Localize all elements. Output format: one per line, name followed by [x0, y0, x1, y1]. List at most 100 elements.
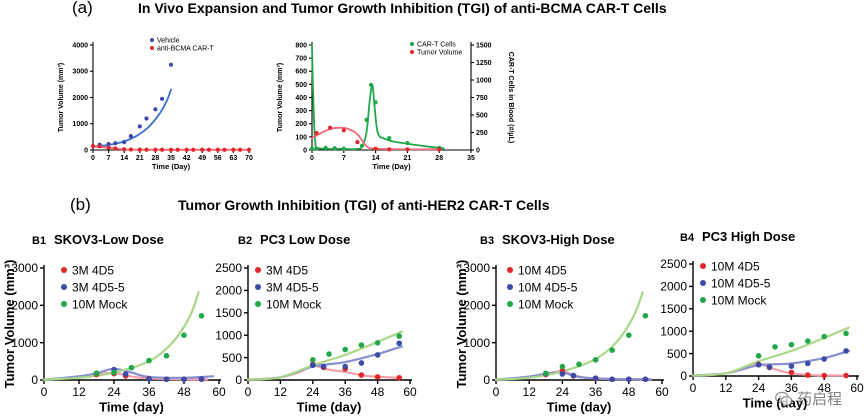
- data-point-red: [374, 374, 381, 380]
- data-point-blue: [766, 364, 773, 370]
- y-tick-label: 400: [295, 95, 307, 102]
- y-tick-label: 1000: [72, 121, 88, 128]
- x-tick-label: 48: [371, 385, 385, 399]
- chart-B3: 0 12 24 36 48 60 0 1000 2000 3000 Time (day) Tumor …: [454, 232, 669, 415]
- data-point-green: [576, 361, 582, 368]
- data-point-red: [175, 147, 180, 152]
- data-point-green: [309, 146, 315, 151]
- chart-a2: 0 7 14 21 28 35010020030040050060070080002505…: [277, 42, 514, 172]
- data-point-green: [358, 342, 365, 348]
- x-tick-label: 48: [177, 385, 191, 399]
- y-tick-label: 0: [680, 369, 687, 383]
- data-point-blue: [159, 96, 165, 101]
- x-tick-label: 24: [107, 385, 121, 399]
- y-tick-label: 0: [235, 373, 242, 387]
- x-tick-label: 12: [274, 385, 288, 399]
- panel-title: SKOV3-High Dose: [502, 232, 615, 247]
- y-tick-label: 1500: [660, 302, 687, 316]
- data-point-blue: [144, 116, 149, 121]
- y-right-tick-label: 1500: [476, 42, 492, 49]
- data-point-blue: [642, 376, 649, 383]
- x-tick-label: 12: [72, 385, 86, 399]
- data-point-red: [90, 143, 96, 149]
- y-tick-label: 1000: [660, 324, 687, 338]
- data-point-green: [93, 370, 100, 377]
- data-point-red: [144, 147, 149, 152]
- legend-label: 10M 4D5: [518, 264, 567, 278]
- y-tick-label: 4000: [72, 42, 88, 49]
- data-point-blue: [106, 141, 111, 147]
- x-tick-label: 35: [467, 155, 475, 162]
- data-point-blue: [843, 348, 849, 354]
- y-tick-label: 300: [295, 108, 307, 115]
- section-b-title: Tumor Growth Inhibition (TGI) of anti-HE…: [178, 197, 550, 213]
- data-point-blue: [122, 371, 129, 377]
- legend-label: 10M Mock: [266, 298, 322, 312]
- y-right-tick-label: 1250: [476, 60, 492, 67]
- legend-label: 3M 4D5: [72, 264, 114, 278]
- x-tick-label: 0: [41, 385, 48, 399]
- x-tick-label: 70: [245, 155, 253, 162]
- data-point-green: [543, 370, 549, 377]
- data-point-red: [153, 147, 158, 152]
- data-point-green: [373, 100, 378, 105]
- data-point-red: [355, 140, 360, 145]
- data-point-blue: [821, 356, 827, 362]
- legend-marker: [61, 267, 67, 273]
- y-tick-label: 2500: [215, 261, 242, 275]
- x-tick-label: 28: [435, 155, 443, 162]
- data-point-red: [237, 147, 243, 152]
- data-point-red: [137, 147, 142, 152]
- y-tick-label: 2000: [11, 299, 38, 313]
- data-point-red: [128, 147, 133, 152]
- data-point-blue: [163, 376, 170, 383]
- y-axis-label: Tumor Volume (mm³): [58, 63, 65, 132]
- legend-label: 10M Mock: [518, 298, 574, 312]
- y-axis-right-label: CAR-T Cells in Blood (#/μL): [507, 52, 514, 143]
- y-right-tick-label: 0: [476, 147, 480, 154]
- legend-marker: [410, 50, 414, 54]
- data-point-red: [328, 125, 333, 130]
- x-tick-label: 21: [404, 155, 412, 162]
- data-point-green: [163, 352, 170, 359]
- y-tick-label: 3000: [11, 261, 38, 275]
- panel-label: B3: [480, 235, 494, 247]
- y-right-tick-label: 250: [476, 130, 488, 137]
- data-point-red: [159, 147, 165, 152]
- series-curve-blue: [92, 88, 172, 148]
- data-point-blue: [805, 360, 811, 367]
- x-tick-label: 0: [310, 155, 314, 162]
- data-point-red: [405, 147, 410, 152]
- legend-marker: [61, 301, 67, 307]
- y-tick-label: 700: [295, 56, 307, 63]
- x-tick-label: 0: [493, 385, 500, 399]
- y-axis-label: Tumor Volume (mm³): [454, 260, 469, 389]
- y-axis-label: Tumor Volume (mm³): [2, 260, 17, 389]
- data-point-red: [387, 147, 392, 152]
- x-tick-label: 0: [690, 381, 697, 395]
- data-point-blue: [342, 363, 349, 370]
- x-tick-label: 12: [523, 385, 537, 399]
- data-point-red: [184, 147, 189, 152]
- data-point-blue: [396, 340, 403, 347]
- data-point-green: [314, 146, 319, 151]
- legend-marker: [255, 301, 261, 307]
- x-tick-label: 12: [719, 381, 733, 395]
- x-tick-label: 14: [120, 155, 128, 162]
- data-point-red: [341, 128, 346, 133]
- legend-marker: [507, 301, 513, 307]
- data-point-green: [326, 351, 332, 357]
- watermark-text: 药启程: [797, 390, 843, 408]
- x-tick-label: 60: [212, 385, 226, 399]
- panel-title: SKOV3-Low Dose: [54, 232, 164, 247]
- x-tick-label: 60: [655, 385, 669, 399]
- data-point-blue: [592, 375, 599, 381]
- x-tick-label: 56: [214, 155, 222, 162]
- data-point-green: [310, 357, 316, 363]
- data-point-green: [342, 346, 349, 353]
- y-tick-label: 2000: [660, 280, 687, 294]
- data-point-green: [198, 312, 205, 319]
- y-tick-label: 2000: [215, 284, 242, 298]
- y-tick-label: 0: [84, 147, 88, 154]
- legend-label: Vehicle: [157, 38, 180, 45]
